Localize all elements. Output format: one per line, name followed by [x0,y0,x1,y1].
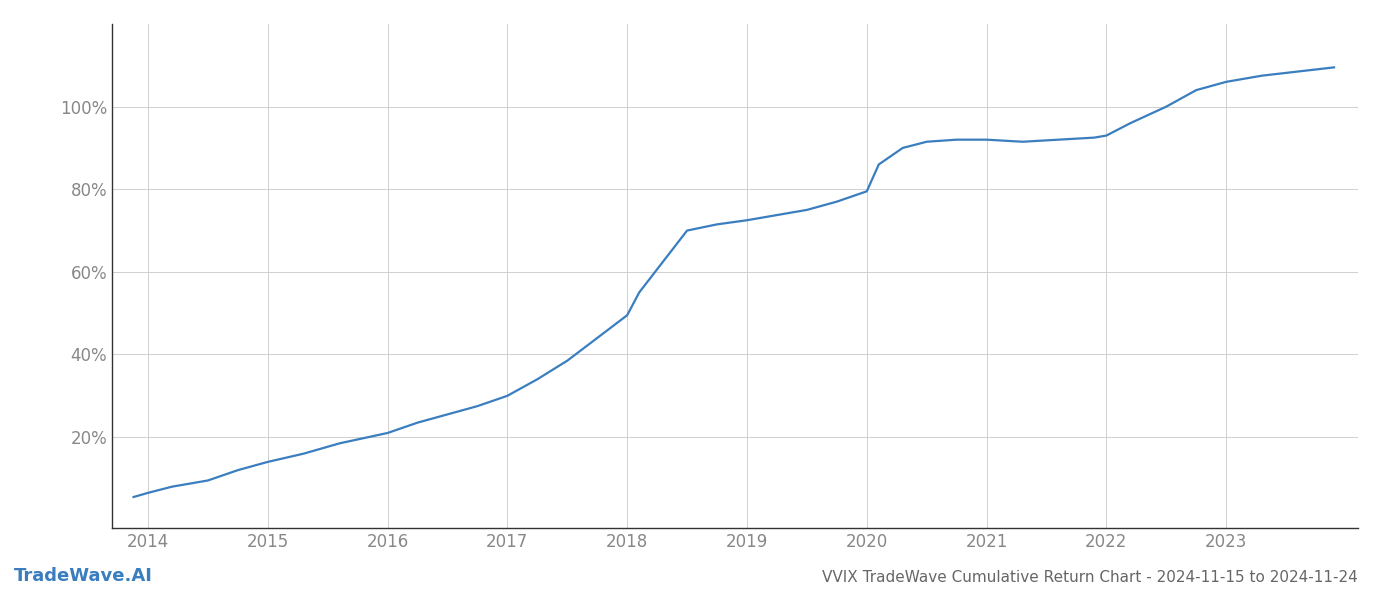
Text: TradeWave.AI: TradeWave.AI [14,567,153,585]
Text: VVIX TradeWave Cumulative Return Chart - 2024-11-15 to 2024-11-24: VVIX TradeWave Cumulative Return Chart -… [822,570,1358,585]
